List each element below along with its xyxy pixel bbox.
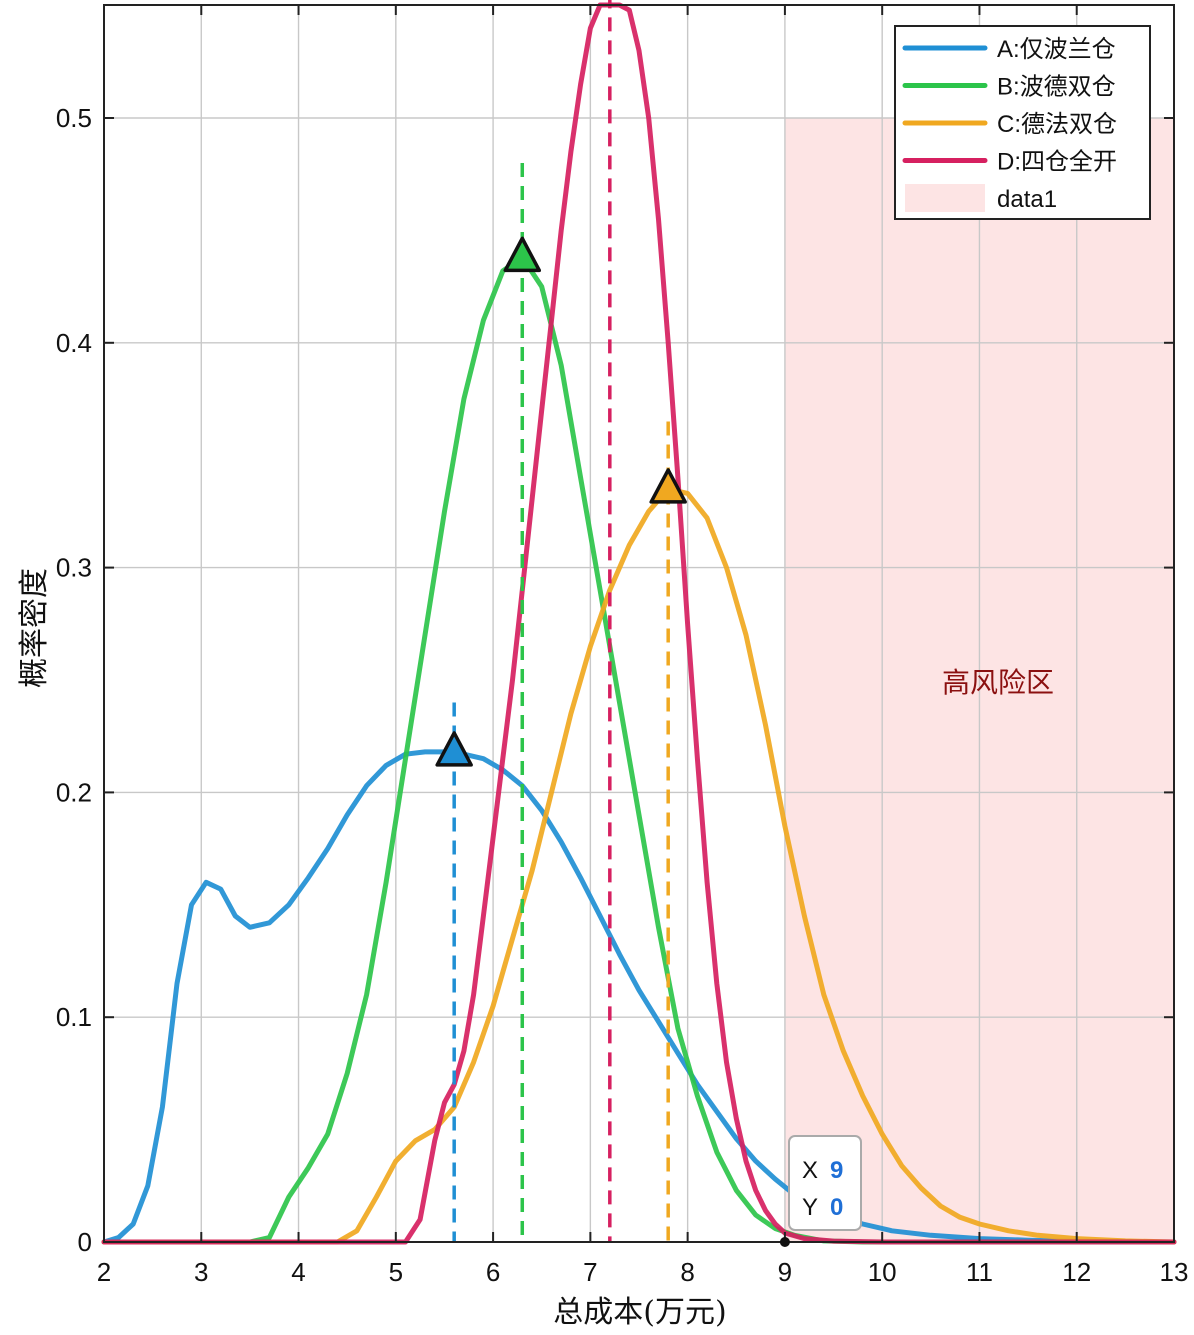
y-tick-label: 0.4 [56, 328, 92, 358]
legend: A:仅波兰仓 B:波德双仓 C:德法双仓 D:四仓全开 data1 [894, 25, 1151, 220]
legend-label: B:波德双仓 [997, 74, 1116, 101]
series-line-b [101, 254, 1177, 1245]
peak-marker-a [435, 731, 473, 767]
y-tick-label: 0.5 [56, 103, 92, 133]
data-tip-y-label: Y [802, 1194, 818, 1221]
data-tip-x-label: X [802, 1157, 818, 1184]
y-tick-label: 0.2 [56, 777, 92, 807]
x-tick-label: 5 [389, 1257, 403, 1287]
risk-zone-label: 高风险区 [942, 666, 1054, 699]
data-tip-y-value: 0 [830, 1194, 843, 1221]
legend-label: data1 [997, 186, 1057, 213]
x-tick-label: 7 [583, 1257, 597, 1287]
x-tick-label: 4 [291, 1257, 305, 1287]
x-tick-label: 12 [1062, 1257, 1091, 1287]
legend-swatch [905, 184, 985, 212]
plot-frame [103, 4, 1175, 1243]
mean-lines-layer [452, 0, 670, 1242]
y-axis-title: 概率密度 [17, 568, 52, 688]
data-tip[interactable]: X 9Y 0 [779, 1135, 862, 1247]
series-line-c [101, 486, 1177, 1245]
x-tick-label: 11 [966, 1257, 993, 1287]
x-tick-label: 8 [680, 1257, 694, 1287]
x-tick-label: 9 [778, 1257, 792, 1287]
data-tip-point [779, 1237, 790, 1247]
peak-marker-c [649, 468, 687, 504]
legend-label: A:仅波兰仓 [997, 36, 1116, 63]
x-tick-label: 13 [1160, 1257, 1189, 1287]
peak-markers-layer [435, 236, 687, 767]
peak-marker-b [503, 236, 542, 273]
data-tip-x-value: 9 [830, 1157, 843, 1184]
x-tick-label: 10 [868, 1257, 897, 1287]
y-tick-label: 0.3 [56, 553, 92, 583]
legend-label: C:德法双仓 [997, 111, 1117, 138]
x-axis-title: 总成本(万元) [553, 1295, 726, 1330]
legend-label: D:四仓全开 [997, 149, 1117, 176]
y-tick-label: 0 [78, 1227, 92, 1257]
y-tick-label: 0.1 [56, 1002, 92, 1032]
x-tick-label: 6 [486, 1257, 500, 1287]
data-tip-box [788, 1135, 862, 1231]
axes-layer [103, 4, 1175, 1243]
x-tick-label: 2 [97, 1257, 111, 1287]
tick-labels-layer: 2 3 4 5 6 7 8 9 10 11 12 13 0 0.1 0.2 0.3 0.4 0.5 [56, 103, 1189, 1287]
x-tick-label: 3 [194, 1257, 208, 1287]
